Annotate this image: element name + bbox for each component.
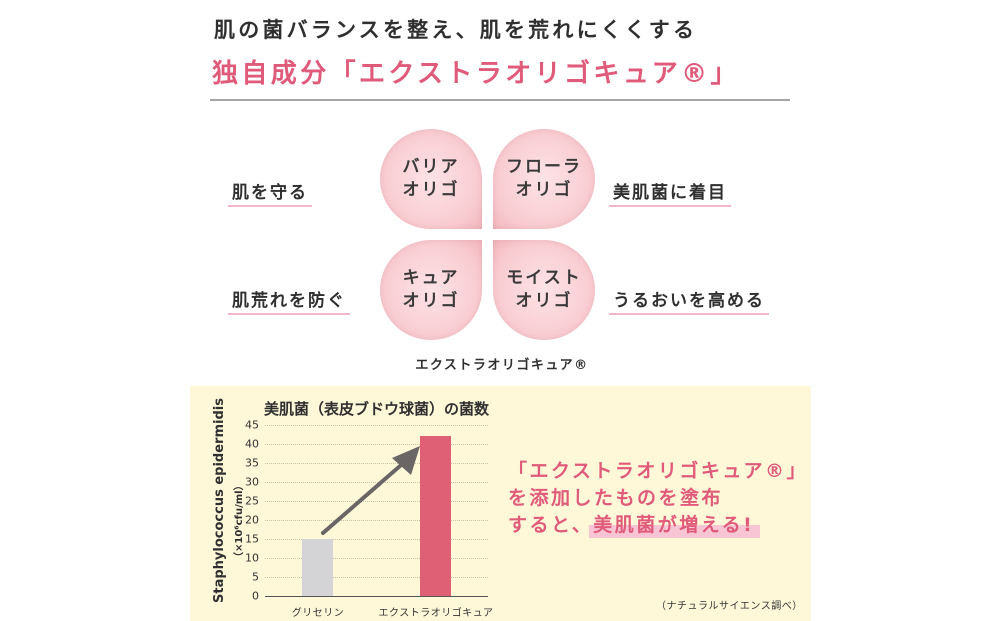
petal-line: バリア	[402, 157, 460, 178]
callout-line-3: すると、美肌菌が増える!	[508, 512, 808, 539]
callout-prefix: すると、	[508, 513, 594, 536]
gridline	[265, 520, 488, 521]
bar-0	[302, 539, 333, 596]
y-tick-label: 25	[245, 494, 259, 508]
callout-text: 「エクストラオリゴキュア®」 を添加したものを塗布 すると、美肌菌が増える!	[508, 458, 808, 539]
callout-line-1: 「エクストラオリゴキュア®」	[508, 460, 809, 482]
x-label-glycerin: グリセリン	[291, 608, 345, 619]
petal-flora-oligo: フローラ オリゴ	[493, 129, 595, 229]
feature-focus-good-bacteria: 美肌菌に着目	[609, 178, 731, 207]
gridline	[265, 558, 488, 559]
petal-line: モイスト	[506, 268, 582, 289]
chart-title: 美肌菌（表皮ブドウ球菌）の菌数	[264, 400, 490, 418]
petal-line: オリゴ	[402, 180, 460, 200]
callout-highlight: 美肌菌が増える!	[593, 513, 755, 536]
product-title: 独自成分「エクストラオリゴキュア®」	[212, 59, 740, 89]
petal-line: オリゴ	[402, 291, 460, 311]
feature-boost-moisture: うるおいを高める	[609, 286, 769, 315]
headline: 肌の菌バランスを整え、肌を荒れにくくする	[214, 18, 698, 42]
petal-moist-oligo: モイスト オリゴ	[493, 240, 595, 340]
y-tick-label: 45	[245, 418, 259, 432]
divider	[210, 99, 790, 101]
gridline	[265, 539, 488, 540]
gridline	[265, 425, 488, 426]
gridline	[265, 444, 488, 445]
x-axis-line	[265, 596, 488, 597]
gridline	[265, 463, 488, 464]
y-tick-label: 40	[245, 437, 259, 451]
y-tick-label: 0	[252, 589, 259, 603]
feature-protect-skin: 肌を守る	[228, 178, 312, 207]
petal-cure-oligo: キュア オリゴ	[380, 240, 482, 340]
feature-prevent-roughness: 肌荒れを防ぐ	[228, 286, 350, 315]
callout-line-2: を添加したものを塗布	[508, 486, 724, 509]
source-note: （ナチュラルサイエンス調べ）	[656, 601, 803, 612]
y-tick-label: 5	[252, 570, 259, 584]
y-tick-label: 30	[245, 475, 259, 489]
gridline	[265, 501, 488, 502]
gridline	[265, 577, 488, 578]
bar-chart-plot: 0 5 10 15 20 25 30 35 40 45	[245, 419, 488, 603]
petal-line: オリゴ	[515, 180, 573, 200]
y-tick-label: 20	[245, 513, 259, 527]
petal-line: フローラ	[506, 157, 582, 178]
y-tick-label: 10	[245, 551, 259, 565]
petal-caption: エクストラオリゴキュア®	[415, 358, 589, 373]
gridline	[265, 482, 488, 483]
y-tick-label: 35	[245, 456, 259, 470]
petal-barrier-oligo: バリア オリゴ	[380, 129, 482, 229]
bar-1	[420, 436, 451, 596]
y-tick-label: 15	[245, 532, 259, 546]
petal-line: オリゴ	[515, 291, 573, 311]
petal-line: キュア	[402, 268, 460, 289]
x-label-extra-oligo-cure: エクストラオリゴキュア	[378, 608, 494, 619]
